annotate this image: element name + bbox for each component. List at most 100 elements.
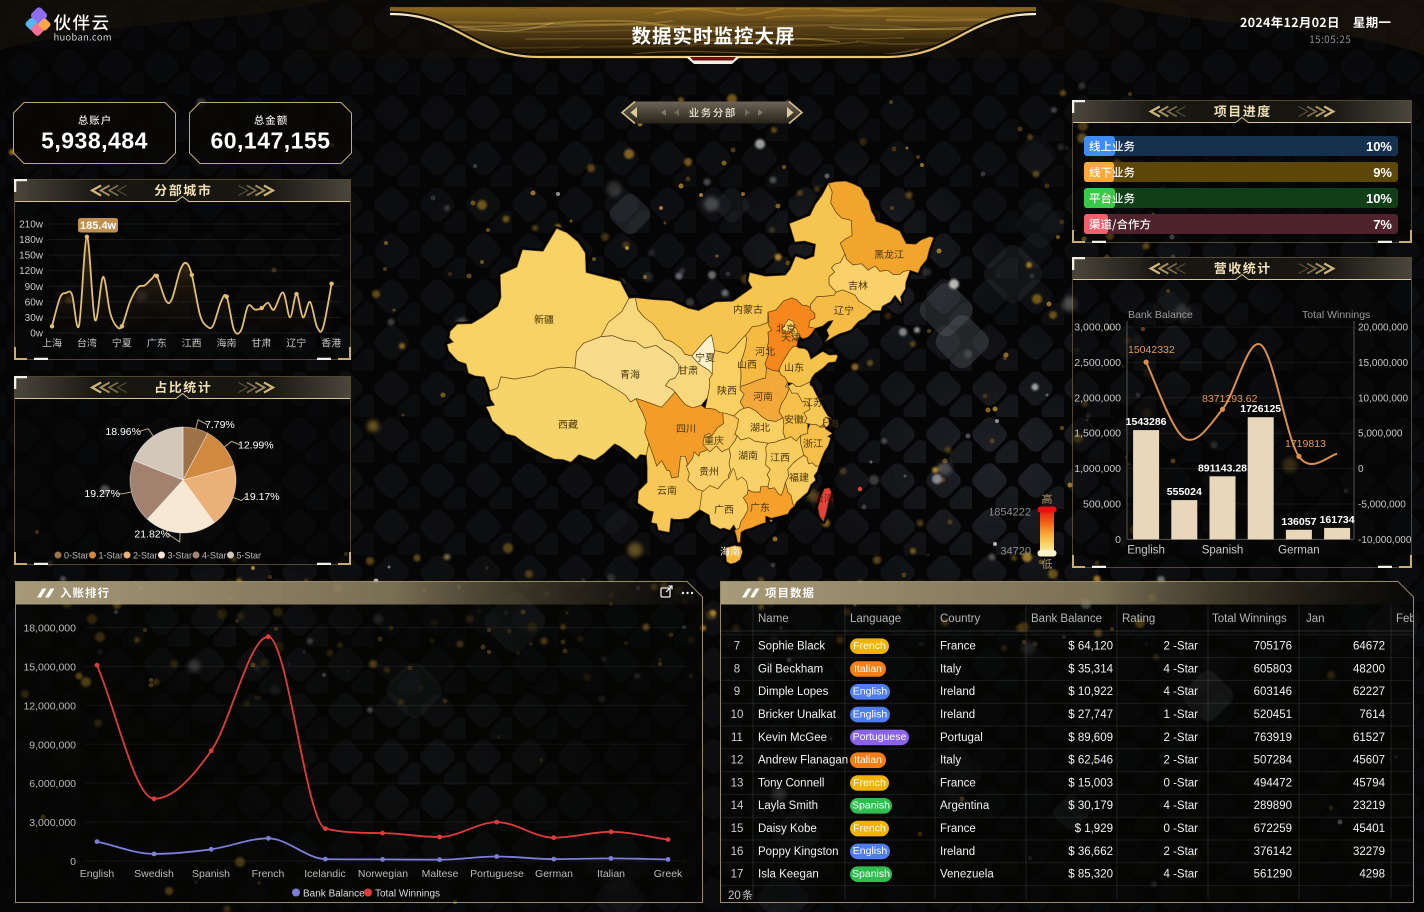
svg-text:2 -Star: 2 -Star bbox=[1163, 732, 1198, 744]
svg-text:Layla Smith: Layla Smith bbox=[758, 800, 818, 812]
svg-text:2 -Star: 2 -Star bbox=[1163, 846, 1198, 858]
svg-text:$ 27,747: $ 27,747 bbox=[1068, 709, 1113, 721]
svg-text:4 -Star: 4 -Star bbox=[1163, 686, 1198, 698]
svg-text:62227: 62227 bbox=[1353, 686, 1385, 698]
svg-text:891143.28: 891143.28 bbox=[1198, 462, 1247, 474]
svg-text:Tony Connell: Tony Connell bbox=[758, 777, 824, 789]
svg-text:Italian: Italian bbox=[597, 868, 625, 880]
svg-text:Jan: Jan bbox=[1306, 613, 1325, 625]
svg-text:English: English bbox=[1127, 544, 1165, 556]
svg-text:-5,000,000: -5,000,000 bbox=[1358, 500, 1406, 511]
svg-text:30w: 30w bbox=[25, 313, 44, 324]
svg-text:10: 10 bbox=[731, 709, 744, 721]
svg-text:Italy: Italy bbox=[940, 663, 961, 675]
svg-text:Ireland: Ireland bbox=[940, 846, 975, 858]
svg-text:Spanish: Spanish bbox=[852, 868, 890, 880]
svg-text:Spanish: Spanish bbox=[192, 868, 230, 880]
svg-text:10%: 10% bbox=[1366, 139, 1392, 154]
svg-text:0: 0 bbox=[1115, 534, 1121, 546]
svg-text:520451: 520451 bbox=[1254, 709, 1292, 721]
svg-text:210w: 210w bbox=[19, 220, 44, 231]
svg-text:1 -Star: 1 -Star bbox=[1163, 709, 1198, 721]
svg-text:Portuguese: Portuguese bbox=[470, 868, 524, 880]
svg-text:$ 62,546: $ 62,546 bbox=[1068, 755, 1113, 767]
svg-text:20: 20 bbox=[728, 890, 741, 902]
svg-text:English: English bbox=[853, 686, 888, 698]
svg-text:Name: Name bbox=[758, 613, 789, 625]
svg-text:603146: 603146 bbox=[1254, 686, 1292, 698]
svg-text:5,938,484: 5,938,484 bbox=[41, 128, 148, 154]
svg-text:3,000,000: 3,000,000 bbox=[29, 817, 76, 829]
svg-text:19.27%: 19.27% bbox=[84, 488, 120, 500]
svg-text:555024: 555024 bbox=[1167, 486, 1202, 498]
svg-text:1719813: 1719813 bbox=[1285, 438, 1326, 450]
svg-text:Ireland: Ireland bbox=[940, 686, 975, 698]
svg-text:20,000,000: 20,000,000 bbox=[1358, 323, 1408, 334]
svg-text:Maltese: Maltese bbox=[422, 868, 459, 880]
svg-text:English: English bbox=[80, 868, 115, 880]
svg-text:Bank Balance: Bank Balance bbox=[1031, 613, 1102, 625]
svg-text:$ 64,120: $ 64,120 bbox=[1068, 641, 1113, 653]
svg-text:Kevin McGee: Kevin McGee bbox=[758, 732, 827, 744]
svg-text:Portuguese: Portuguese bbox=[853, 731, 907, 743]
svg-text:14: 14 bbox=[731, 800, 744, 812]
svg-text:Poppy Kingston: Poppy Kingston bbox=[758, 846, 839, 858]
svg-text:18.96%: 18.96% bbox=[105, 426, 141, 438]
svg-text:17: 17 bbox=[731, 869, 744, 881]
svg-text:180w: 180w bbox=[19, 235, 44, 246]
svg-text:French: French bbox=[853, 822, 886, 834]
svg-text:7%: 7% bbox=[1373, 217, 1392, 232]
svg-text:9%: 9% bbox=[1373, 165, 1392, 180]
svg-text:2 -Star: 2 -Star bbox=[1163, 641, 1198, 653]
svg-text:Venezuela: Venezuela bbox=[940, 869, 994, 881]
svg-text:9: 9 bbox=[734, 686, 740, 698]
svg-text:English: English bbox=[853, 708, 888, 720]
svg-text:16: 16 bbox=[731, 846, 744, 858]
svg-text:15,000,000: 15,000,000 bbox=[1358, 358, 1408, 369]
svg-text:$ 36,662: $ 36,662 bbox=[1068, 846, 1113, 858]
svg-text:23219: 23219 bbox=[1353, 800, 1385, 812]
svg-text:Italy: Italy bbox=[940, 755, 961, 767]
svg-text:12.99%: 12.99% bbox=[238, 440, 274, 452]
svg-text:1-Star: 1-Star bbox=[99, 551, 124, 561]
svg-text:Bricker Unalkat: Bricker Unalkat bbox=[758, 709, 837, 721]
svg-text:Sophie Black: Sophie Black bbox=[758, 641, 825, 653]
svg-text:3,000,000: 3,000,000 bbox=[1074, 322, 1121, 334]
svg-text:60,147,155: 60,147,155 bbox=[210, 128, 330, 154]
svg-text:32279: 32279 bbox=[1353, 846, 1385, 858]
svg-text:$ 35,314: $ 35,314 bbox=[1068, 663, 1113, 675]
svg-text:4298: 4298 bbox=[1359, 869, 1385, 881]
svg-text:11: 11 bbox=[731, 732, 743, 744]
svg-text:21.82%: 21.82% bbox=[134, 529, 170, 541]
svg-text:672259: 672259 bbox=[1254, 823, 1292, 835]
svg-text:64672: 64672 bbox=[1353, 641, 1385, 653]
svg-text:7614: 7614 bbox=[1359, 709, 1385, 721]
svg-text:French: French bbox=[853, 640, 886, 652]
svg-text:Total Winnings: Total Winnings bbox=[1302, 309, 1370, 321]
svg-text:0: 0 bbox=[70, 856, 76, 868]
svg-text:12: 12 bbox=[731, 755, 744, 767]
svg-text:Spanish: Spanish bbox=[1202, 544, 1244, 556]
svg-text:605803: 605803 bbox=[1254, 663, 1292, 675]
svg-text:10%: 10% bbox=[1366, 191, 1392, 206]
svg-text:$ 30,179: $ 30,179 bbox=[1068, 800, 1113, 812]
svg-text:705176: 705176 bbox=[1254, 641, 1292, 653]
svg-text:15: 15 bbox=[731, 823, 744, 835]
svg-text:507284: 507284 bbox=[1254, 755, 1293, 767]
svg-text:1,000,000: 1,000,000 bbox=[1074, 463, 1121, 475]
svg-text:Icelandic: Icelandic bbox=[304, 868, 345, 880]
svg-text:Bank Balance: Bank Balance bbox=[303, 889, 365, 900]
svg-text:Spanish: Spanish bbox=[852, 800, 890, 812]
svg-text:1726125: 1726125 bbox=[1240, 403, 1281, 415]
svg-text:French: French bbox=[252, 868, 285, 880]
svg-text:1543286: 1543286 bbox=[1126, 416, 1167, 428]
svg-text:Gil Beckham: Gil Beckham bbox=[758, 663, 823, 675]
svg-text:Portugal: Portugal bbox=[940, 732, 983, 744]
svg-text:Country: Country bbox=[940, 613, 981, 625]
svg-text:Italian: Italian bbox=[854, 754, 882, 766]
svg-text:376142: 376142 bbox=[1254, 846, 1292, 858]
svg-text:8371293.62: 8371293.62 bbox=[1202, 393, 1258, 405]
svg-text:1854222: 1854222 bbox=[990, 507, 1031, 519]
svg-text:Swedish: Swedish bbox=[134, 868, 174, 880]
svg-text:Andrew Flanagan: Andrew Flanagan bbox=[758, 755, 848, 767]
